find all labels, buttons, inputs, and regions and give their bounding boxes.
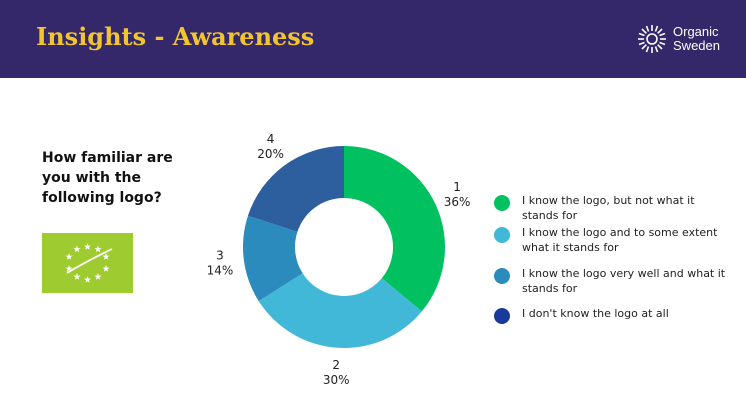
slice-category-label: 1: [453, 180, 461, 194]
legend-label: I don't know the logo at all: [522, 307, 669, 320]
eu-organic-leaf-logo: [42, 233, 133, 293]
brand-name: Organic Sweden: [673, 25, 720, 53]
donut-slice-2: [258, 273, 422, 348]
legend-swatch: [494, 227, 510, 243]
donut-slice-1: [344, 146, 445, 312]
header-bar: Insights - Awareness: [0, 0, 746, 78]
slice-category-label: 4: [267, 132, 275, 146]
legend-label: I know the logo, but not what it stands …: [522, 194, 695, 222]
slice-value-label: 30%: [323, 373, 350, 387]
legend-item: I don't know the logo at all: [494, 306, 669, 324]
slice-value-label: 20%: [257, 147, 284, 161]
survey-question: How familiar are you with the following …: [42, 150, 173, 206]
donut-labels: 136% 230% 314% 420%: [207, 132, 471, 387]
slice-value-label: 36%: [444, 195, 471, 209]
legend-item: I know the logo and to some extent what …: [494, 225, 734, 255]
donut-slice-4: [247, 146, 344, 232]
legend-label: I know the logo very well and what it st…: [522, 267, 726, 295]
donut-slices: [243, 146, 445, 348]
legend-swatch: [494, 308, 510, 324]
slice-category-label: 3: [216, 249, 224, 263]
legend-label: I know the logo and to some extent what …: [522, 226, 718, 254]
brand-logo: Organic Sweden: [637, 24, 720, 54]
slice-value-label: 14%: [207, 264, 234, 278]
slice-category-label: 2: [332, 358, 340, 372]
sun-burst-icon: [638, 25, 667, 53]
page-title: Insights - Awareness: [36, 22, 315, 51]
legend-swatch: [494, 195, 510, 211]
donut-slice-3: [243, 215, 303, 302]
brand-line-2: Sweden: [673, 38, 720, 53]
brand-line-1: Organic: [673, 24, 719, 39]
legend-item: I know the logo, but not what it stands …: [494, 193, 734, 223]
legend-item: I know the logo very well and what it st…: [494, 266, 734, 296]
legend-swatch: [494, 268, 510, 284]
